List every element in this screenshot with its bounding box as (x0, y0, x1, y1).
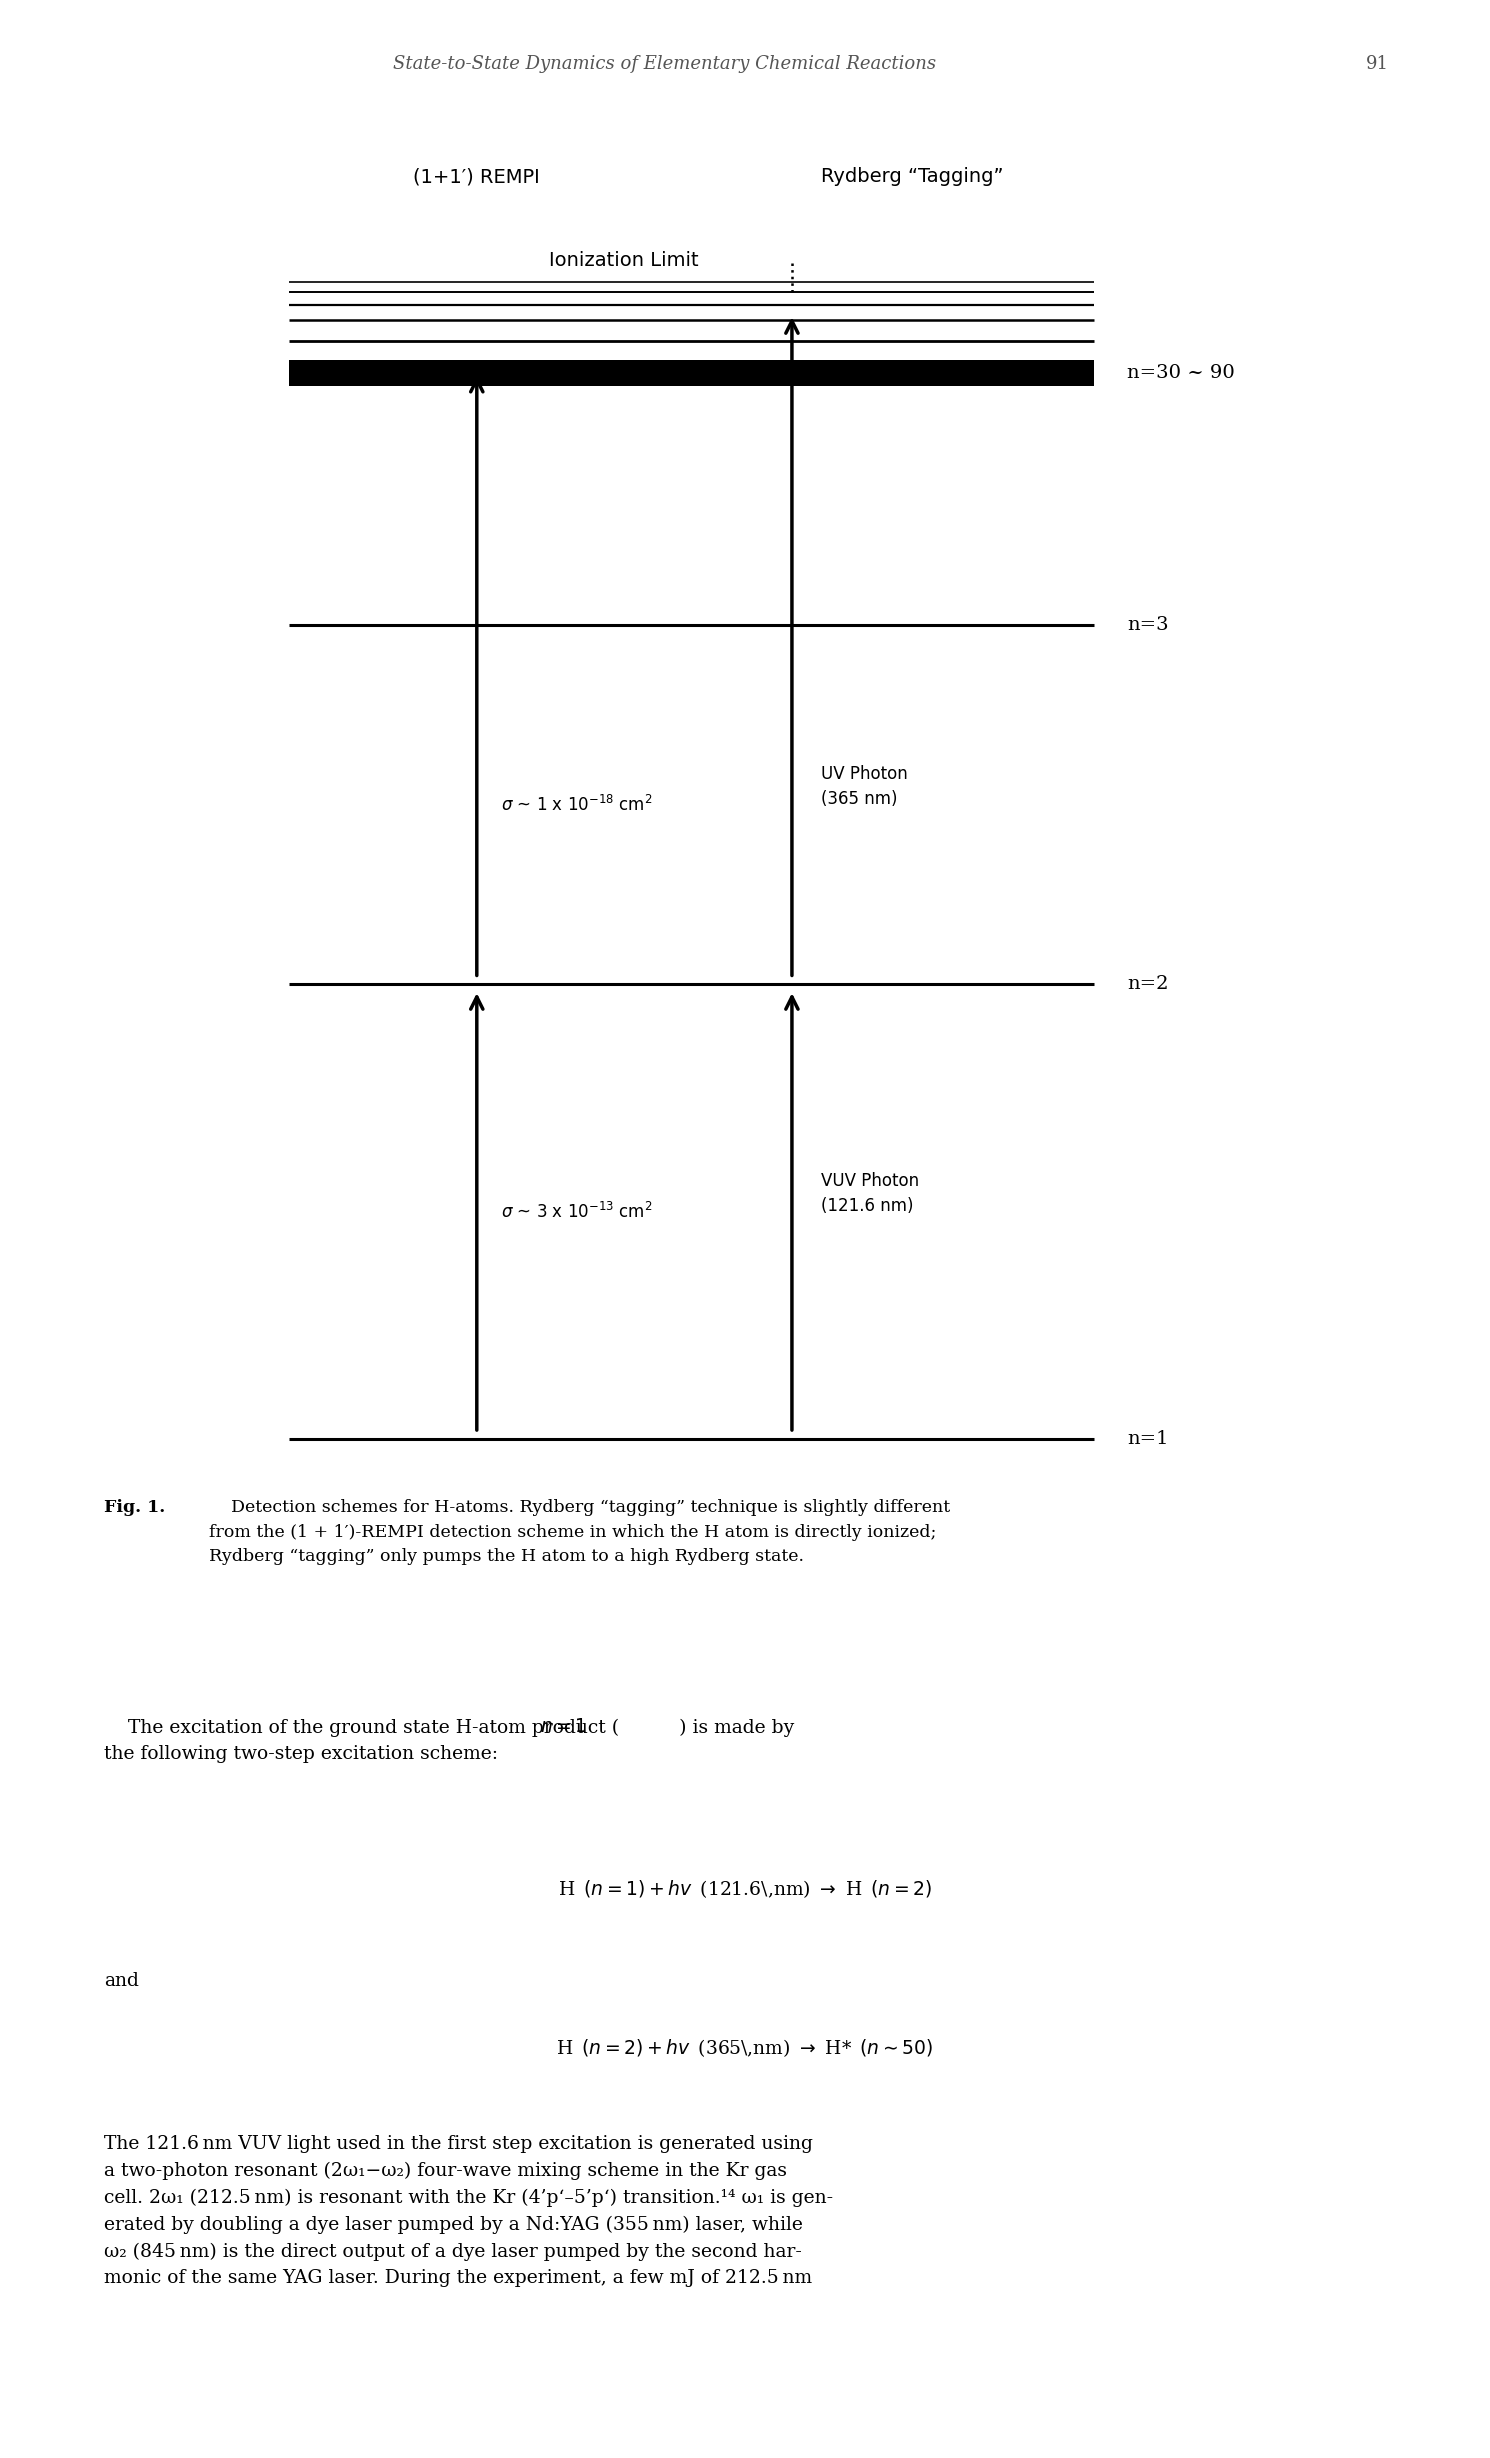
Text: Detection schemes for H-atoms. Rydberg “tagging” technique is slightly different: Detection schemes for H-atoms. Rydberg “… (210, 1499, 951, 1566)
Text: H $\,(n = 1) + hv\,$ (121.6\,nm) $\rightarrow$ H $\,(n = 2)$: H $\,(n = 1) + hv\,$ (121.6\,nm) $\right… (557, 1878, 933, 1900)
Text: 91: 91 (1366, 54, 1389, 74)
Text: n=3: n=3 (1126, 617, 1168, 634)
Text: $n = 1$: $n = 1$ (539, 1718, 587, 1735)
Text: Rydberg “Tagging”: Rydberg “Tagging” (821, 167, 1004, 187)
Text: n=2: n=2 (1126, 976, 1168, 993)
Text: VUV Photon
(121.6 nm): VUV Photon (121.6 nm) (821, 1172, 919, 1214)
Text: (1+1′) REMPI: (1+1′) REMPI (413, 167, 541, 187)
Text: $\sigma$ ~ 1 x 10$^{-18}$ cm$^2$: $\sigma$ ~ 1 x 10$^{-18}$ cm$^2$ (501, 794, 653, 816)
Text: State-to-State Dynamics of Elementary Chemical Reactions: State-to-State Dynamics of Elementary Ch… (393, 54, 936, 74)
Text: The excitation of the ground state H-atom product (                ) is made by
: The excitation of the ground state H-ato… (104, 1718, 794, 1762)
Text: The 121.6 nm VUV light used in the first step excitation is generated using
a tw: The 121.6 nm VUV light used in the first… (104, 2136, 833, 2286)
Text: H $\,(n = 2) + hv\,$ (365\,nm) $\rightarrow$ H* $\,(n \sim 50)$: H $\,(n = 2) + hv\,$ (365\,nm) $\rightar… (556, 2038, 934, 2060)
Text: and: and (104, 1971, 139, 1991)
Text: Ionization Limit: Ionization Limit (550, 251, 699, 270)
Text: n=30 ~ 90: n=30 ~ 90 (1126, 364, 1235, 381)
Text: Fig. 1.: Fig. 1. (104, 1499, 165, 1517)
Text: $\sigma$ ~ 3 x 10$^{-13}$ cm$^2$: $\sigma$ ~ 3 x 10$^{-13}$ cm$^2$ (501, 1202, 653, 1222)
Text: n=1: n=1 (1126, 1431, 1168, 1448)
Text: UV Photon
(365 nm): UV Photon (365 nm) (821, 764, 909, 809)
